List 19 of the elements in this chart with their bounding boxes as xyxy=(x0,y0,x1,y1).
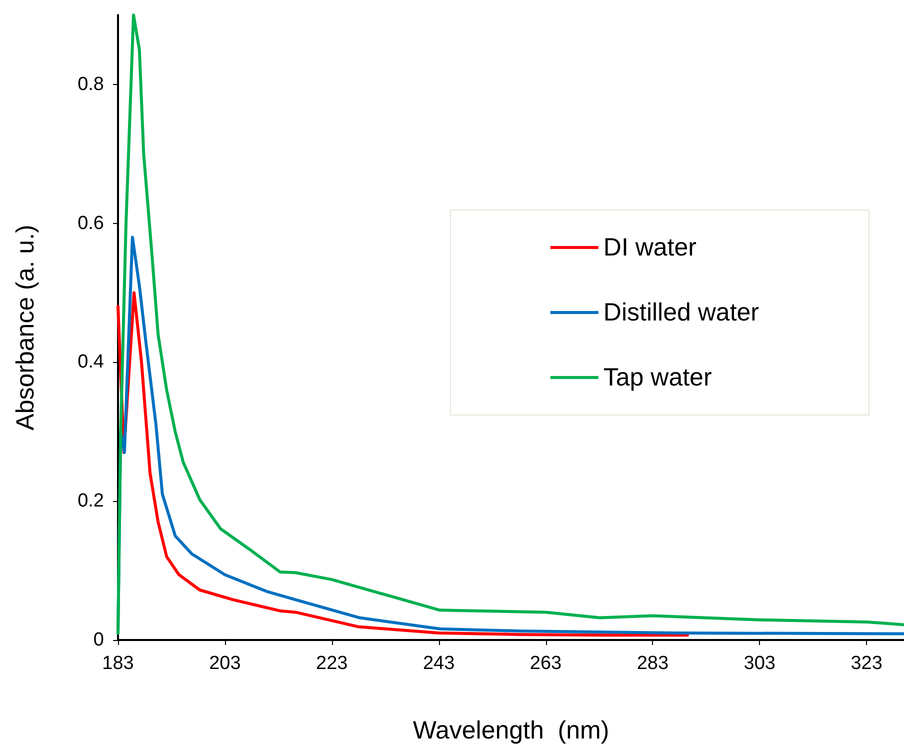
line-series xyxy=(116,14,904,635)
legend-label: DI water xyxy=(603,234,696,262)
y-tick-label: 0.6 xyxy=(78,212,104,234)
x-tick-label: 243 xyxy=(422,653,455,674)
x-tick-label: 283 xyxy=(636,653,669,674)
y-tick-label: 0 xyxy=(93,630,104,650)
x-tick-label: 203 xyxy=(209,653,241,674)
x-tick-label: 263 xyxy=(530,653,562,674)
x-tick-label: 303 xyxy=(744,653,776,674)
x-tick-label: 223 xyxy=(316,653,348,674)
legend-label: Distilled water xyxy=(603,298,760,326)
legend-label: Tap water xyxy=(603,364,712,392)
x-tick-label: 323 xyxy=(850,653,882,674)
y-axis-title: Absorbance (a. u.) xyxy=(12,224,40,430)
y-tick-label: 0.8 xyxy=(78,74,104,95)
y-tick-label: 0.2 xyxy=(78,490,104,512)
x-axis-title: Wavelength (nm) xyxy=(412,716,610,744)
y-tick-label: 0.4 xyxy=(78,352,104,373)
x-tick-label: 183 xyxy=(102,653,134,674)
